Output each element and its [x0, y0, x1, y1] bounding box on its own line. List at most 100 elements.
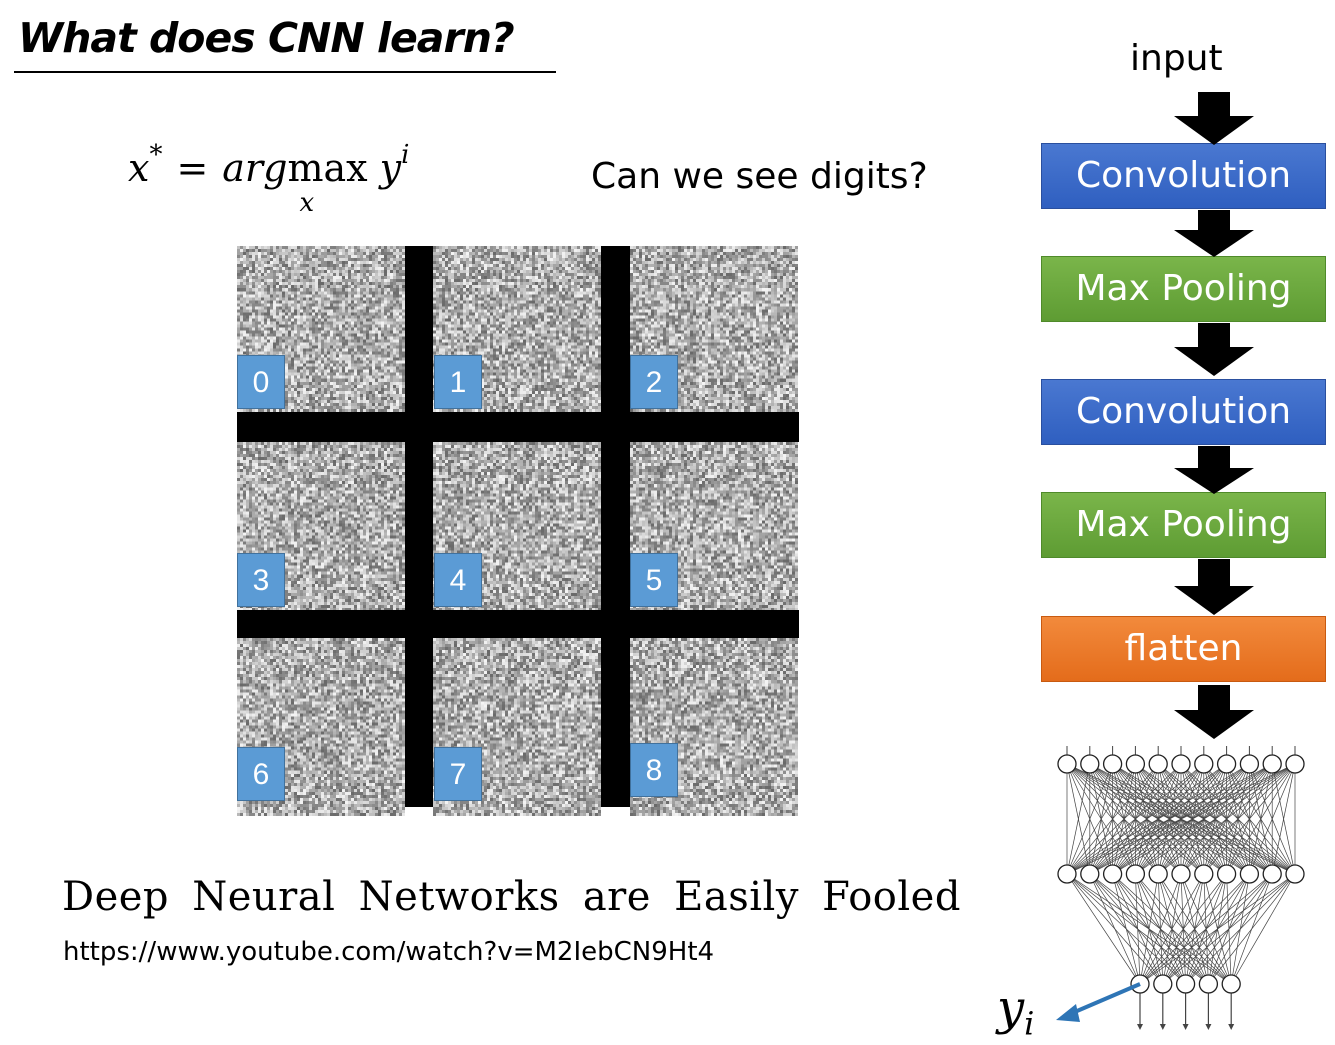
digit-label-2: 2 — [630, 355, 678, 409]
nn-neuron — [1198, 974, 1219, 994]
nn-connection — [1230, 873, 1296, 985]
grid-separator — [601, 246, 630, 807]
slide-title: What does CNN learn? — [18, 14, 515, 62]
yi-var: y — [997, 980, 1025, 1036]
max-pooling-stage-2: Max Pooling — [1041, 492, 1326, 558]
flatten-stage: flatten — [1041, 616, 1326, 682]
formula-y-sup: i — [401, 140, 410, 170]
nn-neuron — [1057, 864, 1077, 884]
nn-neuron — [1125, 754, 1146, 774]
nn-neuron — [1080, 754, 1100, 774]
paper-title: Deep Neural Networks are Easily Fooled — [62, 874, 961, 920]
nn-connection — [1112, 763, 1296, 875]
nn-connection — [1226, 763, 1296, 875]
formula-x: x — [128, 146, 150, 190]
nn-connection — [1185, 873, 1296, 985]
output-arrow-head-icon — [1056, 1004, 1080, 1022]
digit-label-6: 6 — [237, 747, 285, 801]
nn-connection — [1271, 763, 1296, 875]
nn-connection — [1066, 763, 1250, 875]
nn-connection — [1139, 873, 1182, 985]
output-arrow-icon — [1205, 1024, 1212, 1030]
nn-neuron — [1153, 974, 1173, 994]
nn-connection — [1139, 873, 1250, 985]
nn-connection — [1180, 763, 1296, 875]
nn-neuron — [1216, 754, 1237, 774]
title-underline — [14, 71, 556, 73]
convolution-stage-1: Convolution — [1041, 143, 1326, 209]
nn-neuron — [1239, 864, 1260, 884]
nn-connection — [1066, 763, 1296, 875]
max-pooling-stage-1: Max Pooling — [1041, 256, 1326, 322]
nn-connection — [1066, 763, 1159, 875]
digit-label-7: 7 — [434, 747, 482, 801]
nn-connection — [1066, 763, 1182, 875]
nn-neuron — [1125, 864, 1146, 884]
nn-neuron — [1194, 754, 1214, 774]
nn-neuron — [1239, 754, 1260, 774]
yi-sub: i — [1024, 1004, 1035, 1043]
nn-neuron — [1175, 974, 1196, 994]
down-arrow-icon — [1174, 210, 1254, 257]
formula-max: max — [287, 146, 368, 190]
nn-neuron — [1148, 754, 1168, 774]
nn-neuron — [1262, 864, 1282, 884]
nn-neuron — [1057, 754, 1077, 774]
nn-connection — [1139, 873, 1227, 985]
nn-connection — [1139, 873, 1159, 985]
nn-connection — [1089, 873, 1141, 985]
output-arrow-icon — [1182, 1024, 1189, 1030]
neural-network-diagram — [1057, 746, 1305, 1030]
nn-connection — [1135, 873, 1141, 985]
nn-neuron — [1221, 974, 1241, 994]
nn-connection — [1135, 763, 1296, 875]
nn-connection — [1139, 873, 1296, 985]
nn-connection — [1066, 763, 1136, 875]
digit-label-1: 1 — [434, 355, 482, 409]
formula-y: y — [379, 146, 402, 190]
output-arrow-icon — [1159, 1024, 1166, 1030]
nn-connection — [1203, 763, 1296, 875]
nn-neuron — [1262, 754, 1282, 774]
output-label-yi: yi — [997, 980, 1034, 1043]
digit-label-8: 8 — [630, 743, 678, 797]
nn-connection — [1249, 763, 1296, 875]
down-arrow-icon — [1174, 92, 1254, 145]
formula-equals: = — [176, 146, 209, 190]
nn-connection — [1066, 763, 1113, 875]
down-arrows — [1174, 92, 1254, 739]
nn-neuron — [1080, 864, 1100, 884]
nn-connection — [1066, 873, 1141, 985]
convolution-stage-2: Convolution — [1041, 379, 1326, 445]
grid-separator — [237, 412, 799, 442]
nn-neuron — [1171, 754, 1191, 774]
nn-neuron — [1216, 864, 1237, 884]
nn-connection — [1112, 873, 1141, 985]
down-arrow-icon — [1174, 446, 1254, 494]
nn-connection — [1066, 763, 1273, 875]
formula-arg: arg — [222, 146, 288, 190]
digit-label-3: 3 — [237, 553, 285, 607]
nn-neuron — [1285, 754, 1305, 774]
nn-neuron — [1285, 864, 1305, 884]
question-text: Can we see digits? — [591, 156, 928, 197]
nn-connection — [1139, 873, 1205, 985]
digit-label-0: 0 — [237, 355, 285, 409]
formula-star: * — [149, 140, 163, 170]
argmax-formula: x* = argmax x yi — [128, 140, 410, 218]
nn-connection — [1157, 763, 1296, 875]
output-arrow-icon — [1228, 1024, 1235, 1030]
nn-neuron — [1102, 864, 1123, 884]
down-arrow-icon — [1174, 559, 1254, 615]
input-label: input — [1130, 38, 1223, 79]
video-url[interactable]: https://www.youtube.com/watch?v=M2IebCN9… — [63, 937, 715, 967]
nn-connection — [1208, 873, 1296, 985]
output-arrow-line — [1069, 982, 1141, 1016]
nn-neuron — [1194, 864, 1214, 884]
nn-connection — [1162, 873, 1296, 985]
nn-connection — [1139, 873, 1273, 985]
noise-image-grid: 0 1 2 3 4 5 6 7 8 — [237, 246, 799, 816]
output-arrow-icon — [1137, 1024, 1143, 1030]
pipeline-graphics — [1056, 92, 1305, 1030]
digit-label-4: 4 — [434, 553, 482, 607]
